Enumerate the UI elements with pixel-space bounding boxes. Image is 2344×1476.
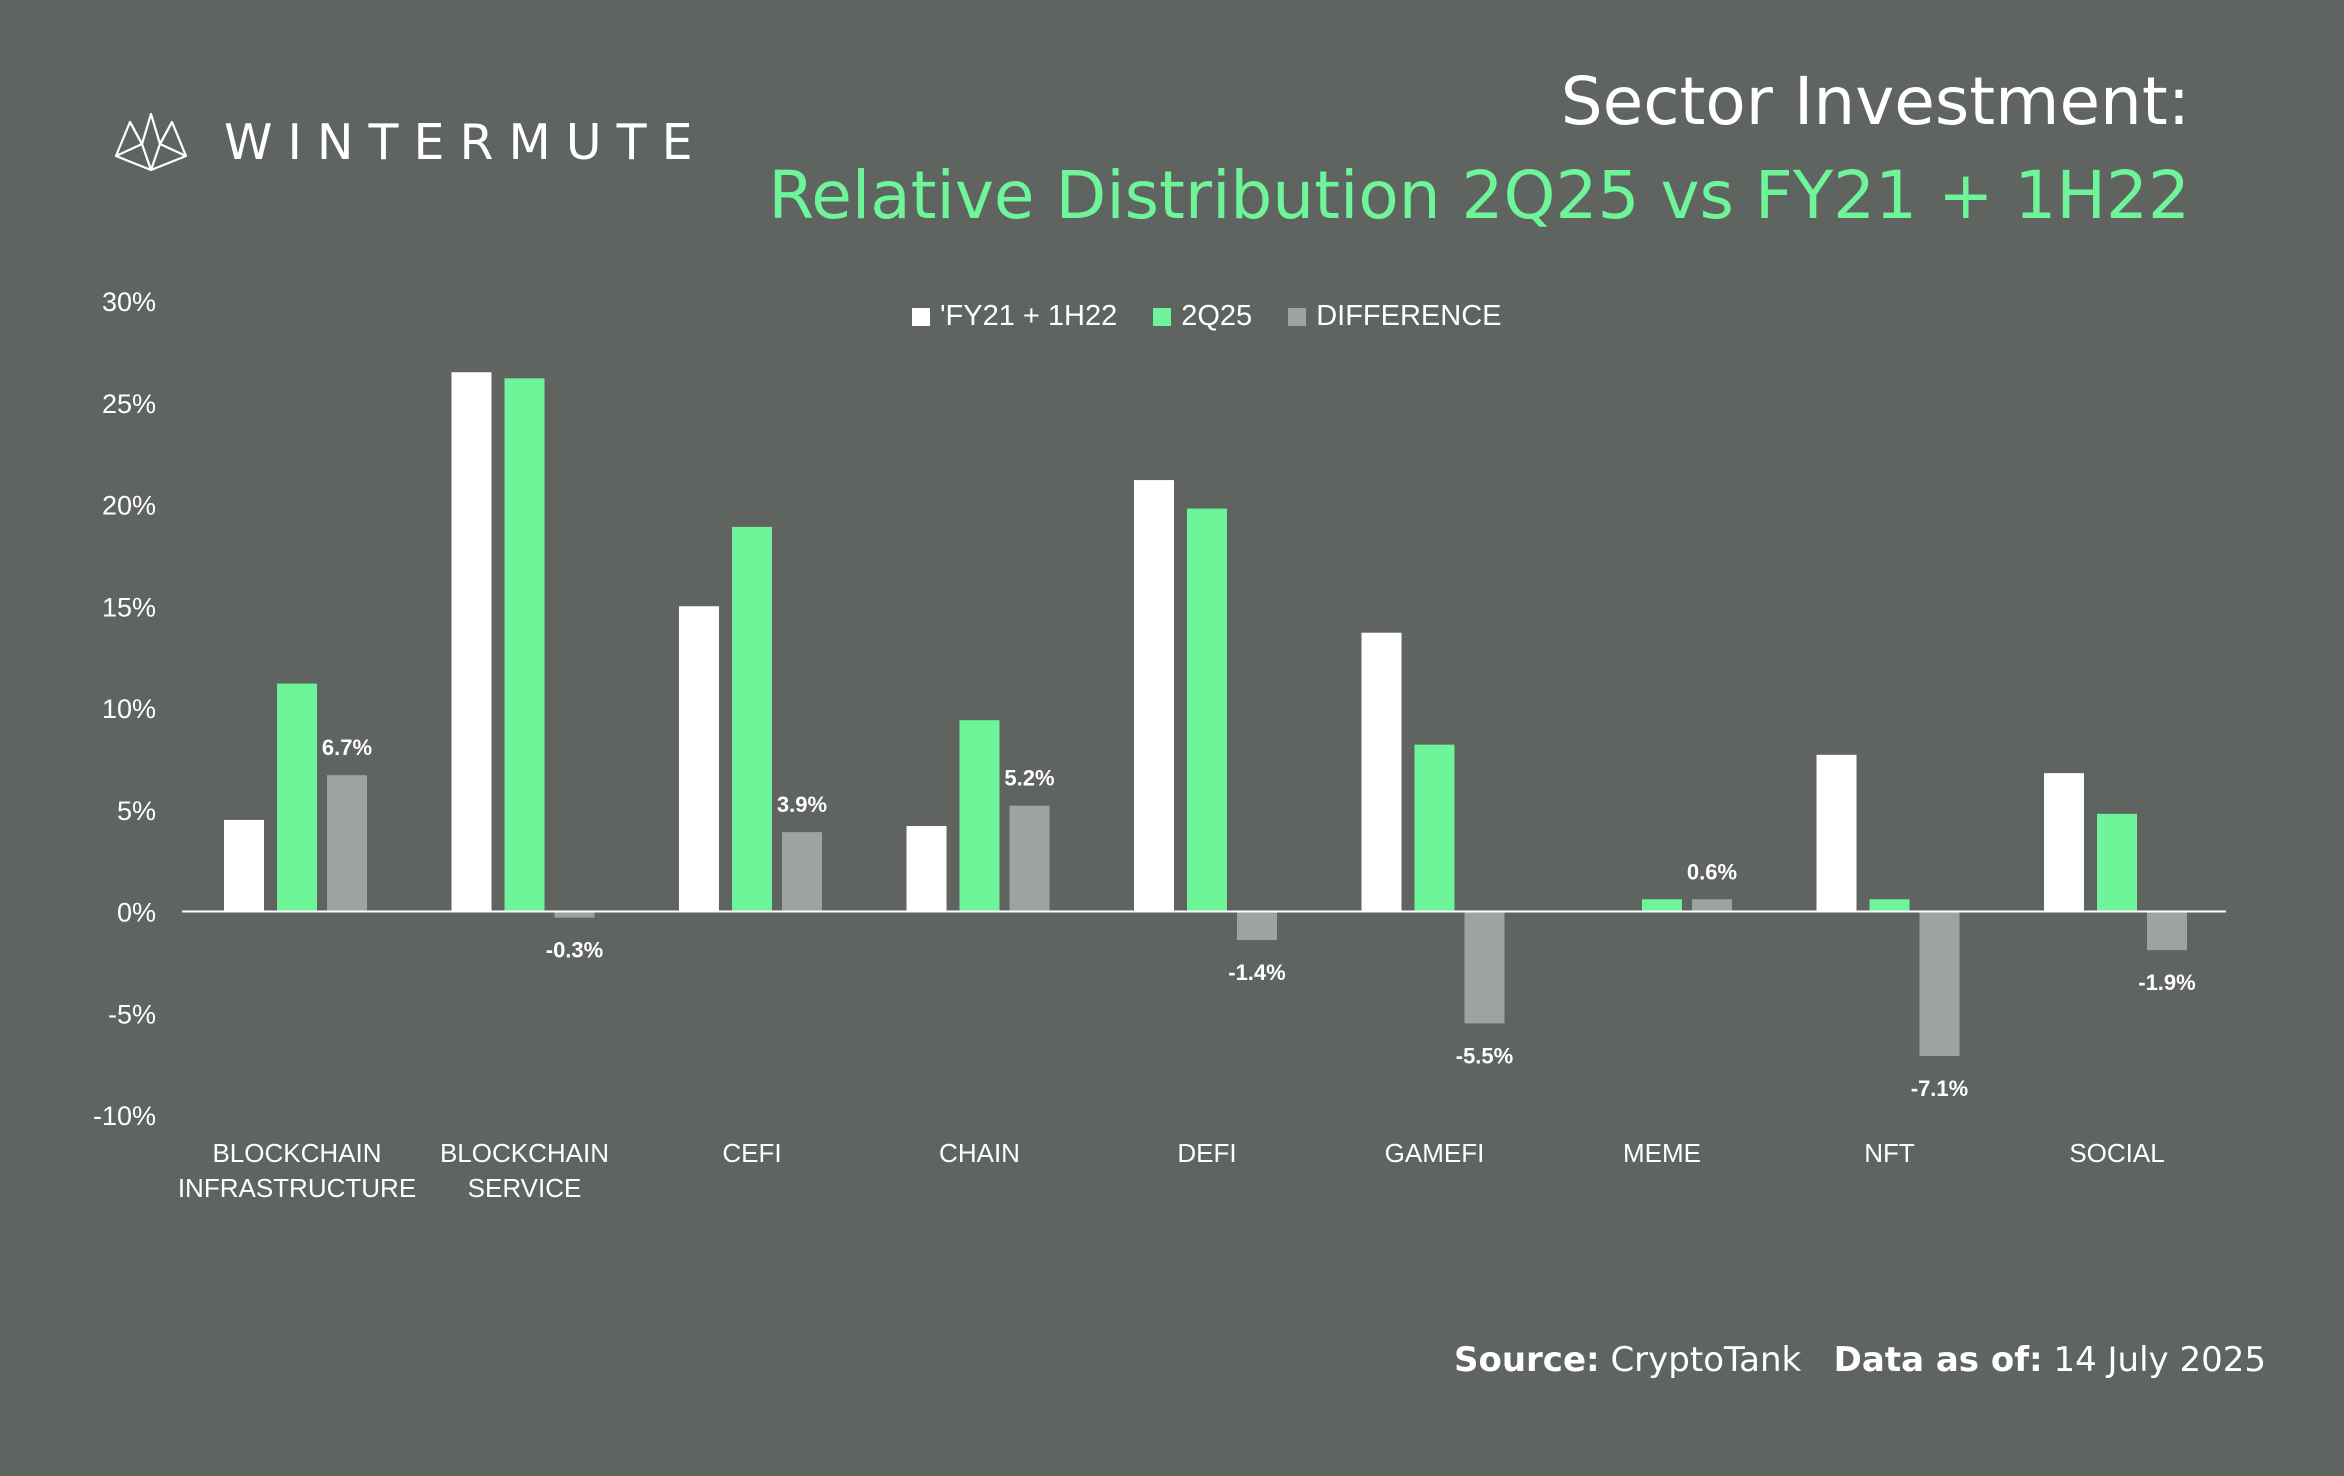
legend-label-difference: DIFFERENCE [1316,300,1502,332]
x-tick-label: CHAIN [939,1138,1020,1168]
bar-2q25 [504,378,545,912]
x-tick-label: CEFI [722,1138,781,1168]
y-tick-label: 20% [102,491,156,521]
wintermute-logo-icon [114,112,188,172]
source-value: CryptoTank [1610,1340,1802,1380]
x-tick-label: DEFI [1177,1138,1236,1168]
legend-label-fy21: 'FY21 + 1H22 [940,300,1118,332]
bar-difference [2147,911,2187,951]
chart-title: Sector Investment: [1560,63,2190,140]
bar-2q25 [732,526,772,912]
legend-swatch-difference [1288,307,1307,326]
bar-fy21-1h22 [2044,773,2084,912]
legend-item-difference: DIFFERENCE [1288,300,1501,333]
bar-fy21-1h22 [1134,480,1174,912]
data-label-difference: -7.1% [1911,1076,1968,1101]
bar-2q25 [959,720,1000,912]
bar-2q25 [1869,899,1910,912]
y-tick-label: 0% [117,898,156,928]
x-tick-label: SOCIAL [2069,1138,2164,1168]
y-tick-label: 5% [117,796,156,826]
bar-difference [1009,805,1050,912]
legend-label-2q25: 2Q25 [1181,300,1253,332]
data-label-difference: 0.6% [1687,859,1737,884]
y-tick-label: 15% [102,592,156,622]
source-label: Source: [1453,1340,1600,1380]
date-value: 14 July 2025 [2053,1340,2266,1380]
brand-name: WINTERMUTE [224,113,708,171]
bar-fy21-1h22 [451,372,492,912]
bar-difference [782,832,822,912]
legend-item-2q25: 2Q25 [1153,300,1252,333]
legend-swatch-fy21 [912,307,930,326]
data-label-difference: -1.4% [1228,960,1285,985]
date-label: Data as of: [1833,1340,2043,1380]
bar-2q25 [2097,813,2137,912]
bar-2q25 [1187,508,1227,912]
x-tick-label: INFRASTRUCTURE [178,1173,416,1203]
x-tick-label: NFT [1864,1138,1915,1168]
x-tick-label: BLOCKCHAIN [440,1138,609,1168]
data-label-difference: -0.3% [546,938,603,963]
bar-2q25 [1414,744,1455,912]
bar-fy21-1h22 [1361,632,1402,912]
bar-difference [1919,911,1960,1056]
y-tick-label: -5% [108,999,156,1029]
chart-legend: 'FY21 + 1H22 2Q25 DIFFERENCE [912,300,1501,333]
y-tick-label: 10% [102,694,156,724]
x-tick-label: MEME [1623,1138,1701,1168]
bar-fy21-1h22 [679,606,719,912]
bar-2q25 [277,683,317,912]
bar-difference [327,775,367,912]
brand-logo: WINTERMUTE [112,112,708,172]
bar-2q25 [1642,899,1682,912]
x-tick-label: SERVICE [468,1173,582,1203]
x-tick-label: GAMEFI [1385,1138,1485,1168]
bar-difference [1237,911,1277,940]
x-tick-label: BLOCKCHAIN [212,1138,381,1168]
bar-difference [554,911,595,918]
bar-difference [1464,911,1505,1024]
data-label-difference: -5.5% [1456,1043,1513,1068]
y-tick-label: 25% [102,389,156,419]
data-label-difference: 6.7% [322,735,372,760]
bar-fy21-1h22 [224,819,264,912]
chart-title-block: Sector Investment: Relative Distribution… [768,58,2190,246]
data-label-difference: 5.2% [1004,766,1054,791]
legend-swatch-2q25 [1153,307,1172,326]
bar-fy21-1h22 [1816,754,1857,912]
y-tick-label: -10% [93,1101,156,1131]
legend-item-fy21: 'FY21 + 1H22 [912,300,1117,333]
data-label-difference: -1.9% [2138,970,2195,995]
y-tick-label: 30% [102,287,156,317]
bar-difference [1692,899,1732,912]
source-note: Source: CryptoTank Data as of: 14 July 2… [1454,1340,2266,1380]
data-label-difference: 3.9% [777,792,827,817]
bar-fy21-1h22 [906,826,947,912]
chart-subtitle: Relative Distribution 2Q25 vs FY21 + 1H2… [768,157,2190,234]
